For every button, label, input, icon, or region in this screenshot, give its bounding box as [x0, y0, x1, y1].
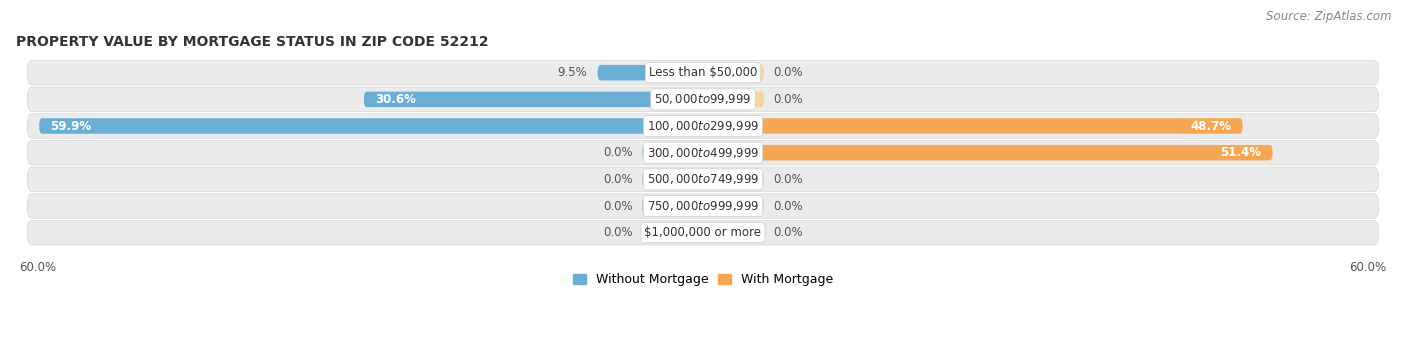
Text: Source: ZipAtlas.com: Source: ZipAtlas.com [1267, 10, 1392, 23]
FancyBboxPatch shape [703, 118, 1243, 134]
Text: 0.0%: 0.0% [603, 199, 633, 212]
Text: 0.0%: 0.0% [603, 226, 633, 239]
FancyBboxPatch shape [27, 167, 1379, 192]
Text: Less than $50,000: Less than $50,000 [648, 66, 758, 79]
FancyBboxPatch shape [27, 220, 1379, 245]
Text: $500,000 to $749,999: $500,000 to $749,999 [647, 172, 759, 187]
FancyBboxPatch shape [703, 92, 763, 107]
FancyBboxPatch shape [598, 65, 703, 80]
FancyBboxPatch shape [703, 225, 763, 240]
Text: 0.0%: 0.0% [773, 93, 803, 106]
Text: 0.0%: 0.0% [773, 199, 803, 212]
Text: 30.6%: 30.6% [375, 93, 416, 106]
FancyBboxPatch shape [703, 65, 763, 80]
FancyBboxPatch shape [27, 194, 1379, 218]
Text: 0.0%: 0.0% [773, 173, 803, 186]
FancyBboxPatch shape [27, 87, 1379, 112]
FancyBboxPatch shape [27, 140, 1379, 165]
Text: PROPERTY VALUE BY MORTGAGE STATUS IN ZIP CODE 52212: PROPERTY VALUE BY MORTGAGE STATUS IN ZIP… [15, 35, 489, 49]
FancyBboxPatch shape [39, 118, 703, 134]
FancyBboxPatch shape [703, 145, 1272, 160]
Text: $1,000,000 or more: $1,000,000 or more [644, 226, 762, 239]
Text: 0.0%: 0.0% [603, 146, 633, 159]
FancyBboxPatch shape [703, 172, 763, 187]
Text: $50,000 to $99,999: $50,000 to $99,999 [654, 92, 752, 106]
Text: 51.4%: 51.4% [1220, 146, 1261, 159]
Text: $750,000 to $999,999: $750,000 to $999,999 [647, 199, 759, 213]
Text: 0.0%: 0.0% [773, 226, 803, 239]
Text: 0.0%: 0.0% [773, 66, 803, 79]
FancyBboxPatch shape [643, 225, 703, 240]
Text: 9.5%: 9.5% [557, 66, 586, 79]
FancyBboxPatch shape [27, 60, 1379, 85]
Text: 48.7%: 48.7% [1191, 120, 1232, 133]
FancyBboxPatch shape [643, 198, 703, 214]
Text: 59.9%: 59.9% [51, 120, 91, 133]
Text: $100,000 to $299,999: $100,000 to $299,999 [647, 119, 759, 133]
FancyBboxPatch shape [364, 92, 703, 107]
FancyBboxPatch shape [643, 172, 703, 187]
FancyBboxPatch shape [27, 114, 1379, 138]
FancyBboxPatch shape [703, 198, 763, 214]
FancyBboxPatch shape [643, 145, 703, 160]
Text: 0.0%: 0.0% [603, 173, 633, 186]
Text: $300,000 to $499,999: $300,000 to $499,999 [647, 146, 759, 160]
Legend: Without Mortgage, With Mortgage: Without Mortgage, With Mortgage [568, 268, 838, 291]
